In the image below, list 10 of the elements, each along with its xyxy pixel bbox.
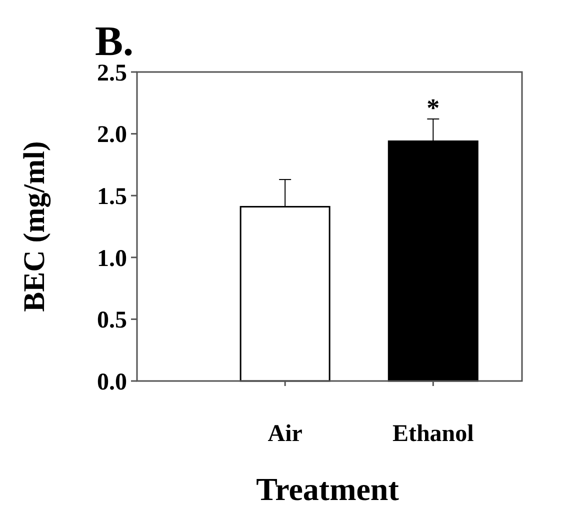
x-axis-title: Treatment [256,471,400,507]
x-tick-label: Air [268,421,303,447]
y-tick-label: 0.0 [97,369,127,396]
y-tick-label: 2.0 [97,122,127,148]
y-tick-label: 1.0 [97,246,127,272]
x-tick-label: Ethanol [392,421,474,447]
y-axis-title: BEC (mg/ml) [18,141,51,312]
annotation: * [426,93,440,122]
y-tick-label: 0.5 [97,308,127,334]
y-tick-label: 1.5 [97,184,127,210]
